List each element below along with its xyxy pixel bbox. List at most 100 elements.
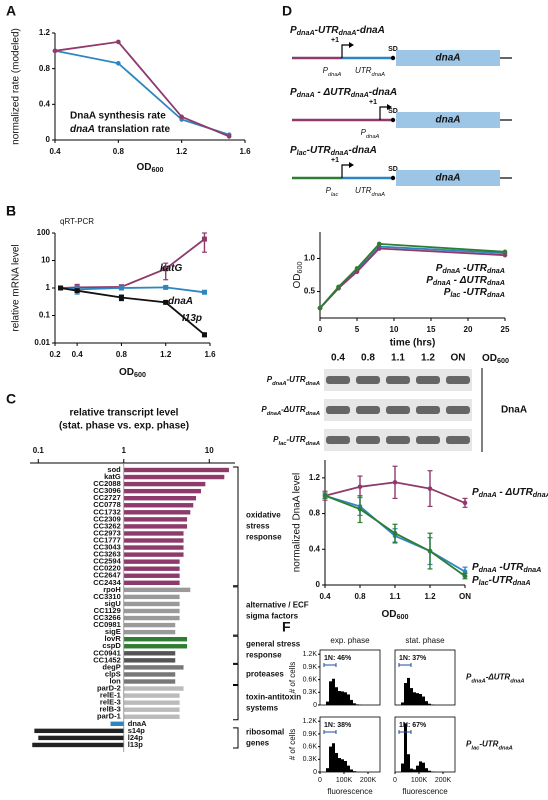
text-part: OD (137, 162, 152, 173)
text-part: dnaA (70, 124, 95, 135)
point (502, 252, 508, 258)
bar (123, 538, 184, 543)
x-tick-label: 0.4 (72, 350, 84, 359)
text-part: dnaA (297, 90, 315, 99)
gene-label: dnaA (436, 53, 461, 64)
text-part: -UTR (479, 740, 498, 749)
x-tick-label: 10 (205, 446, 214, 455)
group-bracket (233, 586, 239, 636)
group-label: ribosomal (246, 728, 284, 737)
text-part: -UTR (287, 435, 306, 444)
x-tick-label: 0.4 (49, 147, 61, 156)
histogram-bar (422, 696, 425, 705)
point (58, 285, 64, 291)
gene-box (396, 112, 500, 128)
bar (123, 510, 191, 515)
y-tick-label: 0 (313, 769, 317, 776)
text-part: P (466, 673, 472, 682)
tss-arrowhead (349, 162, 354, 168)
group-bracket (233, 685, 239, 721)
point (357, 484, 363, 490)
series-label: dnaA (168, 296, 193, 307)
text-part: - ΔUTR (451, 275, 488, 286)
row-label: Plac-UTRdnaA (466, 740, 513, 751)
y-tick-label: 0.3K (303, 756, 318, 763)
point (116, 39, 121, 45)
point (163, 299, 169, 305)
text-part: dnaA (523, 565, 541, 574)
text-part: P (261, 405, 267, 414)
group-label: proteases (246, 670, 284, 679)
histogram-bar (428, 703, 431, 705)
text-part: I13p (182, 313, 202, 324)
lane-label: 0.8 (361, 353, 375, 364)
histogram-bar (410, 768, 413, 772)
x-axis-label: time (hrs) (390, 338, 436, 349)
text-part: translation rate (95, 124, 170, 135)
text-part: 600 (497, 356, 509, 365)
blot-band (356, 436, 380, 444)
point (201, 236, 207, 242)
x-tick-label: 1.2 (160, 350, 172, 359)
x-tick-label: 5 (355, 325, 360, 334)
text-part: dnaA (533, 490, 548, 499)
point (317, 305, 323, 311)
category-label: CC2973 (93, 528, 121, 537)
category-label: clpS (105, 669, 121, 678)
y-tick-label: 0.01 (34, 338, 50, 347)
point (462, 573, 468, 579)
x-tick-label: 100K (411, 777, 428, 784)
text-part: lac (479, 578, 489, 587)
group-label: sigma factors (246, 612, 299, 621)
gate-bracket (398, 730, 412, 734)
histogram-bar (335, 687, 338, 705)
bar (123, 587, 191, 593)
bar (123, 707, 180, 712)
tss-label: +1 (331, 37, 339, 44)
bar (123, 608, 180, 614)
category-label: degP (102, 662, 120, 671)
category-label: CC2088 (93, 479, 121, 488)
text-part: 600 (397, 612, 409, 621)
text-part: dnaA (168, 296, 193, 307)
text-part: P (426, 275, 433, 286)
histogram-bar (407, 677, 410, 705)
point (427, 486, 433, 491)
column-title: exp. phase (330, 636, 370, 645)
y-tick-label: 100 (37, 228, 51, 237)
gate-label: 1N: 46% (324, 655, 352, 662)
x-tick-label: 0.4 (319, 592, 331, 601)
histogram-bar (332, 678, 335, 705)
category-label: CC2594 (93, 557, 121, 566)
blot-band (326, 436, 350, 444)
point (118, 285, 124, 291)
bar (123, 531, 184, 536)
text-part: 600 (295, 262, 304, 274)
gene-label: dnaA (436, 115, 461, 126)
bar (123, 594, 180, 600)
blot-band (326, 376, 350, 384)
gene-box (396, 170, 500, 186)
category-label: CC1732 (93, 507, 121, 516)
text-part: P (323, 66, 329, 75)
text-part: dnaA (328, 72, 342, 78)
bar (110, 721, 124, 726)
y-tick-label: 0.1 (39, 311, 51, 320)
category-label: CC3096 (93, 486, 121, 495)
x-tick-label: 25 (501, 325, 510, 334)
category-label: sigE (105, 627, 121, 636)
y-tick-label: 0.4 (39, 99, 51, 108)
series-line (60, 238, 206, 289)
category-label: rpoH (103, 585, 121, 594)
blot-band (356, 406, 380, 414)
histogram-bar (401, 702, 404, 705)
text-part: -ΔUTR (486, 673, 511, 682)
text-part: -UTR (489, 575, 514, 586)
sd-label: SD (388, 166, 398, 173)
y-tick-label: 1.0 (304, 254, 316, 263)
y-tick-label: 1.2K (303, 651, 318, 658)
tss-label: +1 (369, 99, 377, 106)
y-tick-label: 0.8 (309, 509, 321, 518)
text-part: P (472, 487, 479, 498)
series-label: PdnaA -UTRdnaA (436, 263, 505, 275)
